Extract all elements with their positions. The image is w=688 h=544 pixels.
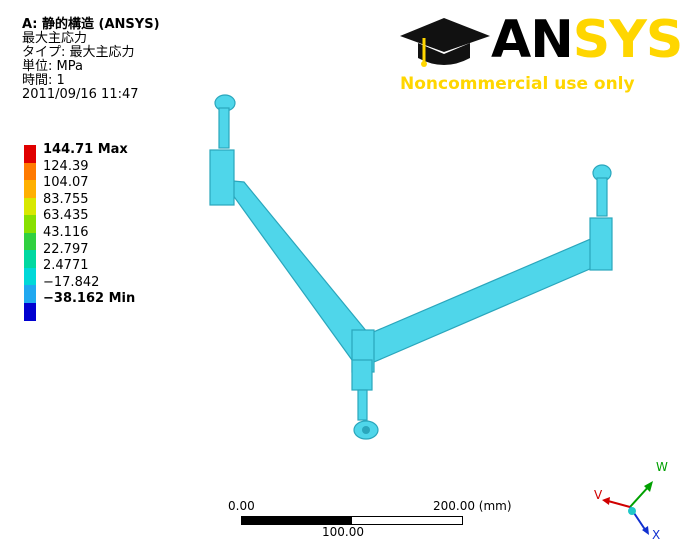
ansys-logo: ANSYS Noncommercial use only xyxy=(396,10,683,105)
legend-swatch xyxy=(24,145,36,163)
scale-bar-graphic xyxy=(241,516,463,525)
result-info-panel: A: 静的構造 (ANSYS) 最大主応力 タイプ: 最大主応力 単位: MPa… xyxy=(22,18,160,102)
legend-value: 63.435 xyxy=(43,208,89,224)
legend-value: 104.07 xyxy=(43,175,89,191)
result-timestamp: 2011/09/16 11:47 xyxy=(22,87,139,102)
axis-triad[interactable]: W V X xyxy=(590,455,680,540)
right-arm xyxy=(363,234,607,363)
legend-value: 43.116 xyxy=(43,225,89,240)
graduation-cap-icon xyxy=(400,18,490,67)
legend-swatch xyxy=(24,267,36,286)
legend-value: 22.797 xyxy=(43,241,89,257)
scale-bar: 0.00 200.00 (mm) 100.00 xyxy=(226,494,512,544)
axis-x-label: X xyxy=(652,528,660,540)
legend-swatch xyxy=(24,250,36,268)
scale-label-left: 0.00 xyxy=(228,499,255,513)
brand-text: ANSYS xyxy=(491,10,683,70)
legend-swatch xyxy=(24,162,36,181)
brand-name: ANSYS xyxy=(491,10,683,70)
center-rod-shaft xyxy=(357,389,368,421)
legend-value: 2.4771 xyxy=(43,258,89,274)
legend-swatch xyxy=(24,197,36,216)
right-rod-shaft xyxy=(596,177,608,217)
result-unit: 単位: MPa xyxy=(22,59,83,74)
left-mount-block xyxy=(209,149,235,206)
axis-w-label: W xyxy=(656,460,668,474)
axis-v-label: V xyxy=(594,488,603,502)
scale-label-mid: 100.00 xyxy=(322,525,364,539)
center-lower-block xyxy=(351,359,373,391)
legend-swatch xyxy=(24,215,36,233)
analysis-title: A: 静的構造 (ANSYS) xyxy=(22,17,160,32)
legend-value: 144.71 Max xyxy=(43,142,128,157)
legend-value: −17.842 xyxy=(43,274,100,290)
legend-swatch xyxy=(24,180,36,198)
legend-swatch xyxy=(24,232,36,251)
left-arm xyxy=(220,179,373,361)
legend-value: 83.755 xyxy=(43,191,89,207)
scale-label-right: 200.00 (mm) xyxy=(433,499,512,513)
result-name: 最大主応力 xyxy=(22,31,88,46)
contour-legend[interactable]: 144.71 Max 124.39 104.07 83.755 63.435 43.116… xyxy=(24,143,184,323)
legend-swatch xyxy=(24,302,36,321)
legend-value: −38.162 Min xyxy=(43,291,136,307)
right-mount-block xyxy=(589,217,613,271)
left-rod-shaft xyxy=(218,107,230,149)
legend-value: 124.39 xyxy=(43,158,89,174)
noncommercial-label: Noncommercial use only xyxy=(400,74,635,94)
result-time: 時間: 1 xyxy=(22,73,65,88)
legend-swatch xyxy=(24,285,36,303)
result-type: タイプ: 最大主応力 xyxy=(22,45,135,60)
